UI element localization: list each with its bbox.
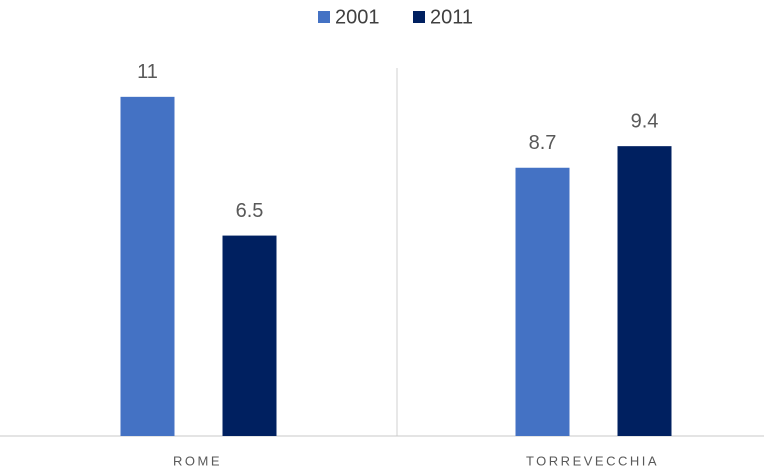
legend-swatch bbox=[413, 11, 425, 23]
value-label: 8.7 bbox=[529, 132, 557, 154]
bar bbox=[617, 146, 672, 436]
bar bbox=[120, 96, 175, 436]
value-label: 11 bbox=[137, 61, 158, 83]
value-label: 9.4 bbox=[631, 110, 659, 132]
x-tick-label: TORREVECCHIA bbox=[526, 453, 659, 468]
bar bbox=[515, 167, 570, 436]
legend-label: 2011 bbox=[430, 6, 473, 28]
legend-label: 2001 bbox=[335, 6, 380, 28]
legend-swatch bbox=[318, 11, 330, 23]
value-label: 6.5 bbox=[236, 200, 264, 222]
bar bbox=[222, 235, 277, 436]
x-tick-label: ROME bbox=[173, 453, 222, 468]
